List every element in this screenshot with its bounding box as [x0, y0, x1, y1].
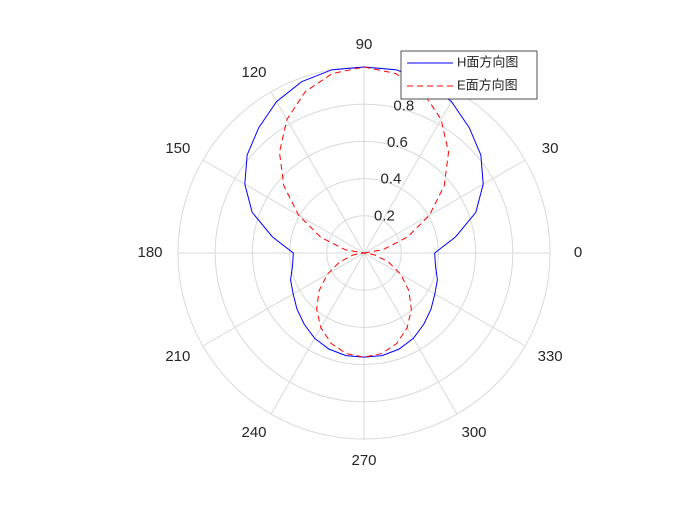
legend-box [400, 50, 538, 100]
theta-tick-label: 90 [356, 36, 373, 53]
spoke [363, 252, 526, 347]
spoke [363, 159, 526, 254]
legend-label: E面方向图 [457, 77, 518, 92]
spoke [270, 91, 365, 254]
r-tick-label: 0.4 [380, 171, 401, 188]
theta-tick-label: 210 [165, 348, 190, 365]
r-tick-label: 0.8 [393, 97, 414, 114]
spoke [202, 159, 365, 254]
spoke [363, 252, 458, 415]
theta-tick-label: 270 [351, 452, 376, 469]
spoke [202, 252, 365, 347]
theta-tick-label: 120 [241, 64, 266, 81]
r-tick-label: 0.6 [387, 134, 408, 151]
theta-tick-label: 30 [542, 140, 559, 157]
theta-tick-label: 330 [538, 348, 563, 365]
curve [278, 66, 450, 358]
legend-label: H面方向图 [457, 54, 518, 69]
r-tick-label: 0.2 [374, 207, 395, 224]
grid-ring [251, 140, 477, 366]
theta-tick-label: 180 [137, 244, 162, 261]
theta-tick-label: 150 [165, 140, 190, 157]
grid-ring [289, 178, 439, 328]
theta-tick-label: 240 [241, 424, 266, 441]
grid-ring [326, 215, 402, 291]
spoke [363, 91, 458, 254]
spoke [270, 252, 365, 415]
grid-ring [214, 103, 514, 403]
theta-tick-label: 0 [574, 244, 582, 261]
curve [244, 66, 484, 358]
theta-tick-label: 300 [461, 424, 486, 441]
